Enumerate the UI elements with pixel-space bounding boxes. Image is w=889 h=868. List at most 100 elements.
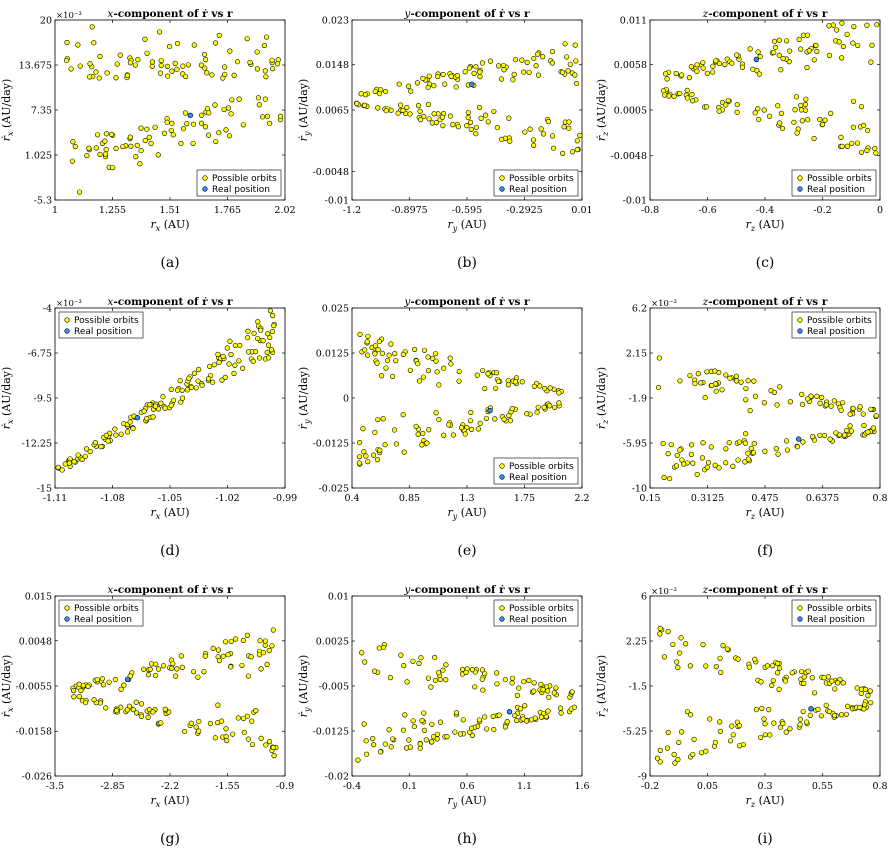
- orbit-point: [258, 735, 264, 741]
- orbit-point: [473, 64, 479, 70]
- orbit-point: [388, 744, 394, 750]
- y-tick-label: -0.0158: [16, 727, 52, 738]
- y-axis-label: ṙz (AU/day): [595, 367, 610, 429]
- orbit-point: [664, 76, 670, 82]
- orbit-point: [803, 96, 809, 102]
- real-position-point: [753, 56, 760, 63]
- y-tick-label: 0: [343, 394, 349, 405]
- orbit-point: [556, 390, 562, 396]
- x-tick-label: 0.05: [697, 781, 718, 792]
- orbit-point: [755, 106, 761, 112]
- orbit-point: [441, 432, 447, 438]
- orbit-point: [191, 42, 197, 48]
- orbit-point: [791, 119, 797, 125]
- orbit-point: [216, 32, 222, 38]
- orbit-point: [573, 58, 579, 64]
- orbit-point: [222, 374, 228, 380]
- orbit-point: [434, 369, 440, 375]
- orbit-point: [226, 133, 233, 139]
- orbit-point: [248, 654, 254, 660]
- orbit-point: [432, 677, 439, 684]
- orbit-point: [771, 38, 778, 44]
- orbit-point: [425, 354, 431, 360]
- orbit-point: [149, 63, 155, 69]
- orbit-point: [861, 122, 867, 128]
- orbit-point: [750, 450, 757, 456]
- orbit-point: [482, 385, 488, 392]
- orbit-point: [775, 451, 781, 457]
- x-axis-label: ry (AU): [447, 506, 486, 521]
- y-tick-label: -9: [638, 772, 647, 783]
- legend-label: Possible orbits: [212, 174, 277, 184]
- orbit-point: [223, 127, 229, 133]
- orbit-point: [491, 726, 497, 733]
- y-tick-label: 2.25: [626, 637, 647, 648]
- x-tick-label: 0: [877, 205, 883, 216]
- orbit-point: [68, 66, 74, 72]
- orbit-point: [840, 43, 846, 50]
- orbit-point: [388, 341, 394, 347]
- orbit-point: [443, 662, 449, 668]
- orbit-point: [657, 631, 663, 637]
- legend-label: Real position: [807, 185, 865, 195]
- orbit-point: [494, 681, 500, 687]
- orbit-point: [361, 721, 367, 727]
- orbit-point: [801, 680, 807, 686]
- orbit-point: [113, 145, 119, 151]
- orbit-point: [454, 73, 460, 79]
- orbit-point: [213, 40, 219, 46]
- orbit-point: [474, 372, 480, 378]
- orbit-point: [857, 404, 863, 410]
- orbit-point: [429, 721, 435, 727]
- orbit-point: [538, 681, 544, 688]
- orbit-point: [742, 440, 748, 446]
- orbit-point: [811, 57, 817, 63]
- orbit-point: [799, 401, 806, 407]
- orbit-point: [234, 59, 241, 65]
- orbit-point: [704, 70, 710, 76]
- orbit-point: [564, 54, 570, 60]
- orbit-point: [456, 368, 462, 375]
- orbit-point: [415, 431, 421, 437]
- y-axis-label: ṙy (AU/day): [297, 79, 312, 142]
- orbit-point: [410, 718, 416, 724]
- real-position-point: [469, 81, 475, 88]
- orbit-point: [69, 158, 75, 164]
- orbit-point: [661, 654, 668, 660]
- orbit-point: [266, 739, 273, 745]
- orbit-point: [155, 152, 161, 158]
- orbit-point: [531, 688, 537, 694]
- orbit-point: [848, 428, 855, 434]
- orbit-point: [772, 44, 779, 50]
- orbit-point: [712, 739, 718, 745]
- y-tick-label: 0.0065: [316, 106, 349, 117]
- orbit-point: [210, 645, 216, 651]
- x-tick-label: 2.2: [574, 493, 589, 504]
- orbit-point: [162, 706, 168, 712]
- y-tick-label: 1.025: [25, 151, 52, 162]
- orbit-point: [113, 75, 119, 81]
- orbit-point: [205, 132, 212, 138]
- orbit-point: [482, 671, 488, 677]
- y-tick-label: 0.0048: [19, 636, 52, 647]
- orbit-point: [712, 462, 718, 468]
- orbit-point: [839, 20, 845, 26]
- x-tick-label: 1.3: [459, 493, 474, 504]
- orbit-point: [672, 760, 678, 766]
- orbit-point: [174, 666, 180, 672]
- orbit-point: [698, 750, 704, 756]
- orbit-point: [687, 663, 693, 669]
- y-tick-label: 0.01: [328, 592, 349, 603]
- y-tick-label: 0.0025: [316, 637, 349, 648]
- orbit-point: [850, 40, 856, 46]
- orbit-point: [655, 384, 662, 391]
- orbit-point: [746, 664, 752, 670]
- panel-caption: (e): [457, 543, 476, 559]
- orbit-point: [478, 115, 484, 121]
- x-tick-label: -1.08: [100, 493, 124, 504]
- orbit-point: [239, 662, 245, 669]
- orbit-point: [425, 675, 432, 681]
- orbit-point: [862, 702, 868, 708]
- orbit-point: [770, 677, 776, 684]
